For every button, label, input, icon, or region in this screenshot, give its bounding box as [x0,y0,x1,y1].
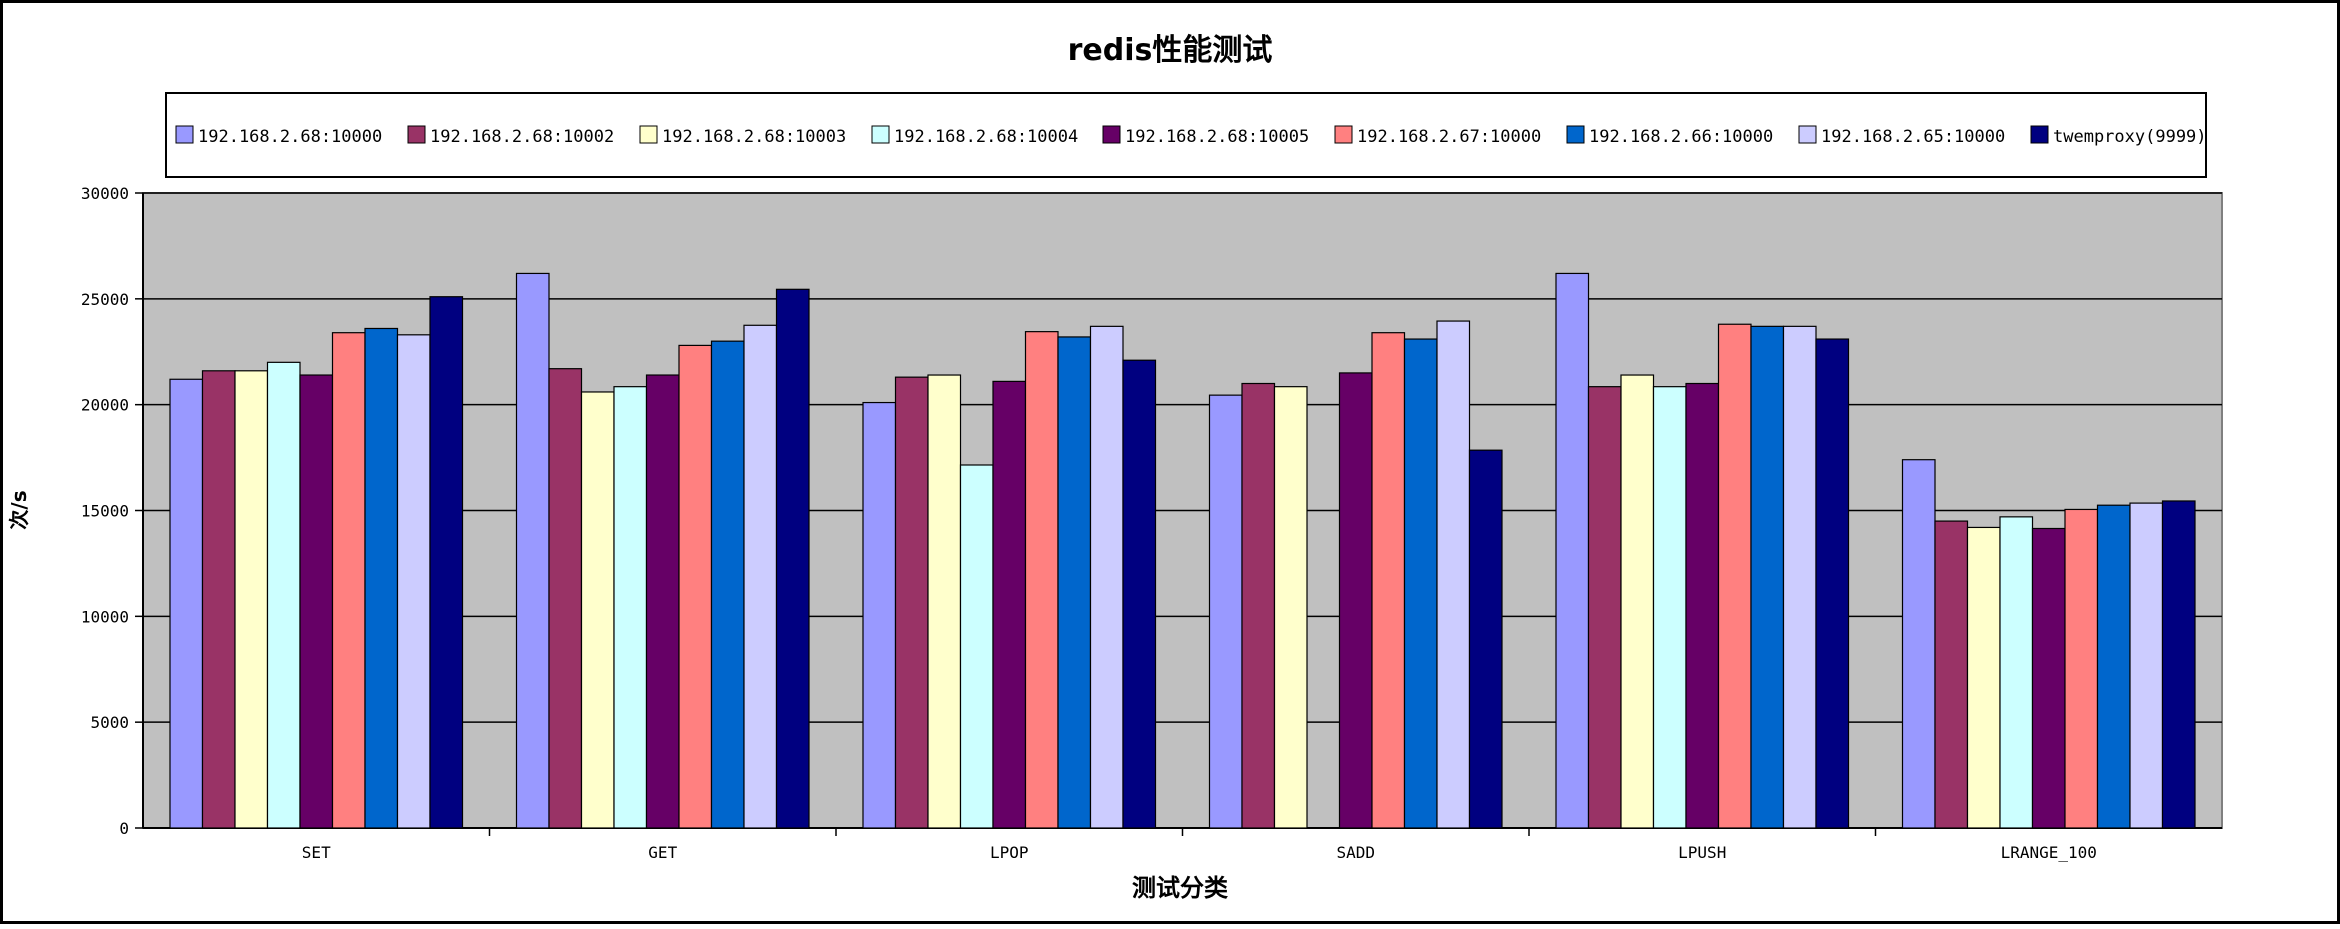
y-tick-label: 10000 [81,607,129,626]
bar [1208,394,1243,829]
legend-swatch [1334,125,1353,144]
y-tick-label: 0 [119,819,129,838]
bar [613,386,648,829]
legend-label: 192.168.2.68:10005 [1125,127,1309,147]
legend-box [165,92,2207,178]
bar [959,464,994,829]
bar [1089,325,1124,829]
bar [299,374,334,829]
bar [894,376,929,829]
bar [862,401,897,829]
legend-swatch [175,125,194,144]
bar [2161,500,2196,829]
legend-swatch [871,125,890,144]
bar [927,374,962,829]
x-tick-label: LPOP [990,843,1029,862]
bar [2031,527,2066,829]
legend-label: twemproxy(9999) [2053,127,2207,147]
bar [580,391,615,829]
bar [743,324,778,829]
bar [2064,508,2099,829]
bar [1685,382,1720,829]
legend-label: 192.168.2.66:10000 [1589,127,1773,147]
bar [2129,502,2164,829]
bar [1436,320,1471,829]
bar [548,368,583,829]
bar [1338,372,1373,829]
y-axis-title: 次/s [7,490,31,529]
x-tick-label: LRANGE_100 [2001,843,2097,862]
bar [1555,272,1590,829]
bar [775,288,810,829]
bar [234,370,269,829]
legend-label: 192.168.2.68:10000 [198,127,382,147]
bar [1999,516,2034,829]
legend-label: 192.168.2.65:10000 [1821,127,2005,147]
bar [992,380,1027,829]
legend-label: 192.168.2.68:10002 [430,127,614,147]
bar [1273,386,1308,829]
bar [1815,338,1850,829]
bar [429,296,464,829]
bar [1750,325,1785,829]
x-tick-label: SET [302,843,331,862]
legend-swatch [2030,125,2049,144]
bar [645,374,680,829]
plot-area: 0 5000 10000 15000 20000 25000 30000 SET GET LPOP… [81,184,2223,862]
y-tick-label: 20000 [81,396,129,415]
bar [1652,386,1687,829]
bar [1587,386,1622,829]
bar [1966,526,2001,829]
bar [169,378,204,829]
legend-swatch [1102,125,1121,144]
legend-swatch [639,125,658,144]
bar [1057,336,1092,829]
legend-label: 192.168.2.68:10003 [662,127,846,147]
bar [1782,325,1817,829]
bar [1468,449,1503,829]
legend-swatch [1566,125,1585,144]
bar [1717,323,1752,829]
bar [1934,520,1969,829]
bar [396,334,431,829]
chart-title: redis性能测试 [1068,33,1273,68]
x-tick-label: SADD [1336,843,1375,862]
bar [364,327,399,829]
legend: 192.168.2.68:10000 192.168.2.68:10002 192.… [165,92,2207,178]
bar [201,370,236,829]
bar [515,272,550,829]
bar [1403,338,1438,829]
bar [2096,504,2131,829]
x-tick-label: GET [648,843,677,862]
bar [1122,359,1157,829]
bar [1901,459,1936,829]
bar [1241,382,1276,829]
y-tick-label: 15000 [81,502,129,521]
bar [1024,331,1059,829]
legend-swatch [407,125,426,144]
bar [710,340,745,829]
y-tick-label: 30000 [81,184,129,203]
bar [331,332,366,829]
bar [266,361,301,829]
bar [1620,374,1655,829]
bar [1371,332,1406,829]
y-tick-label: 5000 [90,713,129,732]
legend-label: 192.168.2.67:10000 [1357,127,1541,147]
legend-label: 192.168.2.68:10004 [894,127,1078,147]
legend-swatch [1798,125,1817,144]
x-tick-label: LPUSH [1678,843,1726,862]
bar [678,344,713,829]
y-tick-label: 25000 [81,290,129,309]
x-axis-title: 测试分类 [1132,874,1229,902]
